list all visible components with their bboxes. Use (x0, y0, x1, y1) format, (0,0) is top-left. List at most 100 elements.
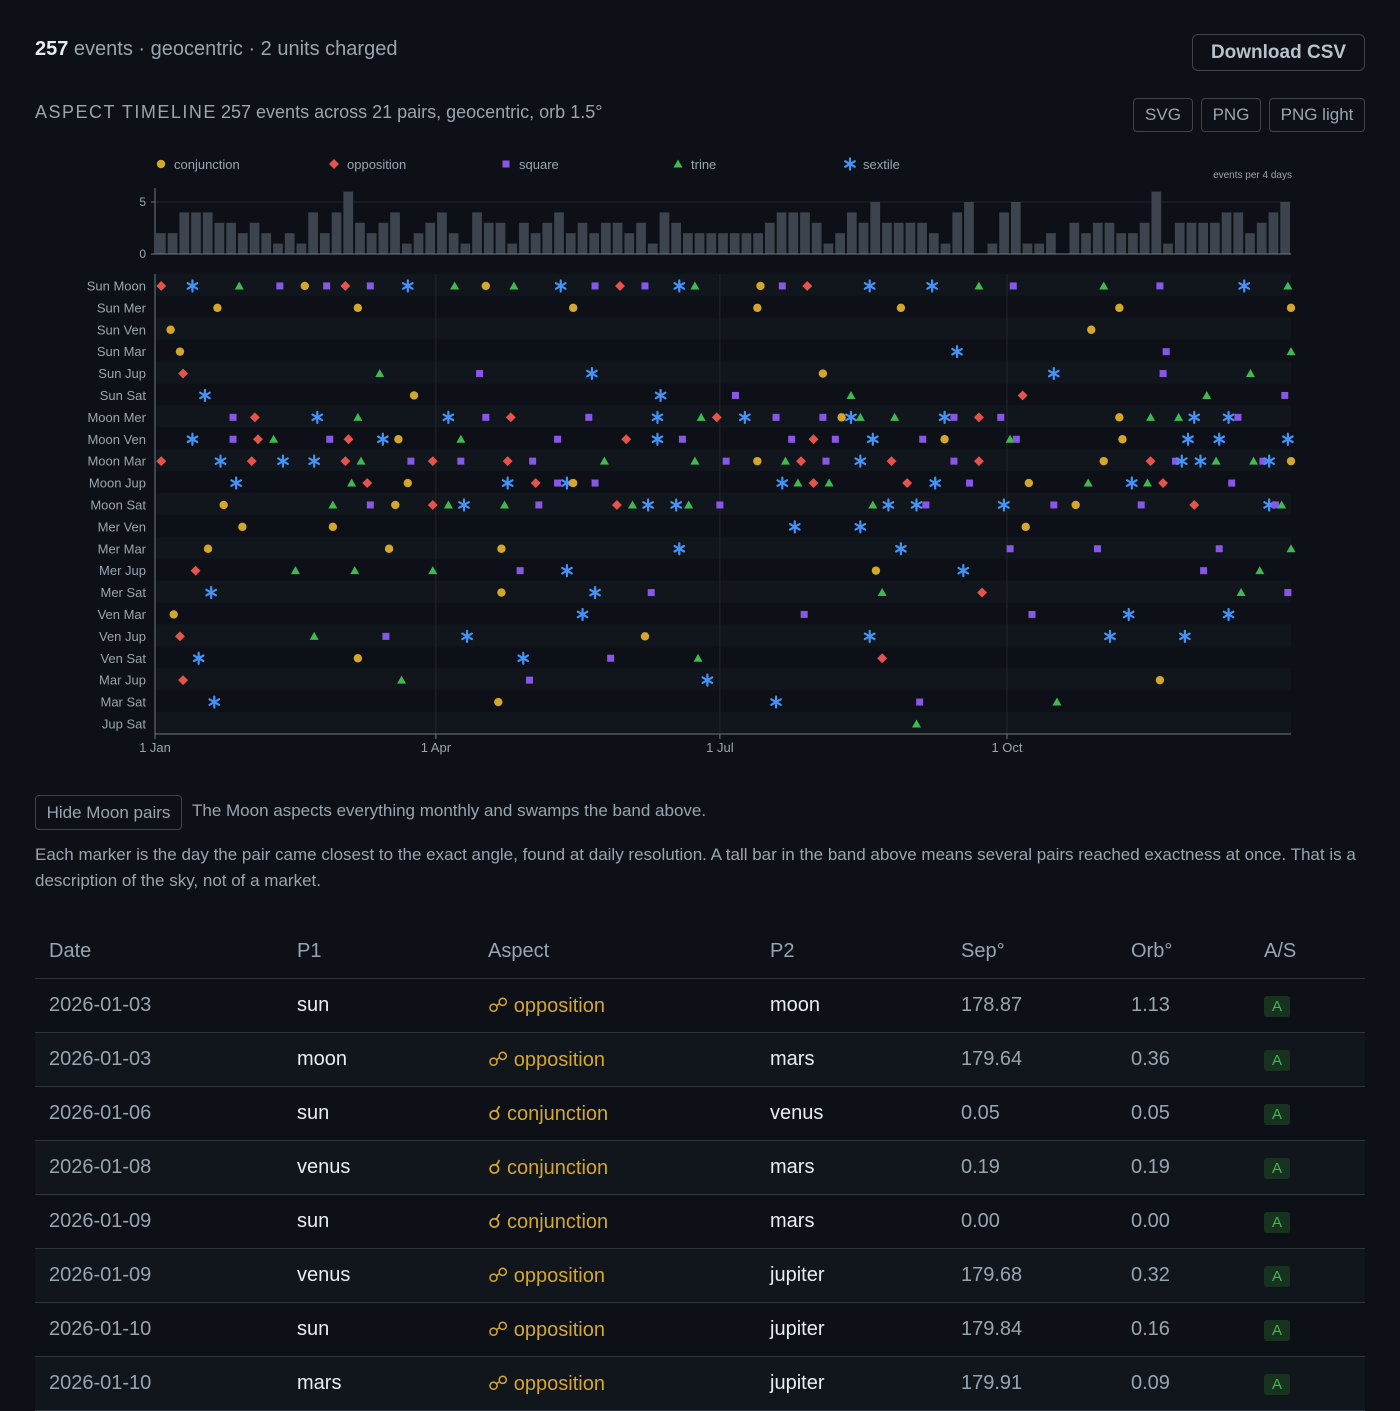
status-badge: A (1264, 1266, 1291, 1287)
event-marker-conjunction (568, 478, 578, 488)
event-marker-trine (500, 500, 510, 509)
histogram-bar (823, 243, 834, 254)
event-marker-square (778, 282, 786, 290)
event-marker-trine (1255, 566, 1265, 575)
col-p2[interactable]: P2 (756, 925, 947, 979)
cell-p1: sun (283, 1086, 474, 1141)
export-png-button[interactable]: PNG (1201, 98, 1261, 132)
event-marker-sextile (277, 454, 289, 468)
event-marker-opposition (973, 412, 984, 423)
x-tick-label: 1 Jan (139, 740, 171, 755)
event-marker-sextile (938, 410, 951, 424)
event-marker-square (526, 676, 534, 684)
histogram-bar (308, 212, 318, 254)
col-aspect[interactable]: Aspect (474, 925, 756, 979)
cell-as: A (1250, 1086, 1365, 1141)
status-badge: A (1264, 1050, 1291, 1071)
cell-orb: 0.32 (1117, 1248, 1250, 1303)
event-marker-sextile (863, 629, 876, 643)
download-csv-button[interactable]: Download CSV (1192, 34, 1365, 71)
event-marker-trine (780, 456, 790, 465)
row-label: Moon Jup (89, 476, 146, 491)
histogram-bar (1104, 222, 1115, 254)
event-marker-sextile (589, 585, 601, 600)
histogram-bar (647, 243, 658, 254)
event-marker-conjunction (896, 303, 906, 313)
histogram-bar (331, 212, 342, 254)
histogram-bar (858, 222, 869, 254)
event-marker-square (457, 457, 465, 465)
histogram-bar (1268, 212, 1279, 254)
histogram-bar (800, 212, 810, 254)
export-svg-button[interactable]: SVG (1133, 98, 1193, 132)
event-marker-opposition (502, 456, 513, 467)
event-marker-square (516, 567, 524, 575)
event-marker-trine (509, 281, 519, 290)
table-row: 2026-01-03 sun ☍ opposition moon 178.87 1.13 A (35, 978, 1365, 1033)
legend-marker-trine (673, 159, 683, 168)
histogram-bar (378, 222, 389, 254)
cell-sep: 179.84 (947, 1302, 1117, 1357)
export-png-light-button[interactable]: PNG light (1269, 98, 1365, 132)
histogram-bar (846, 212, 857, 254)
cell-orb: 0.05 (1117, 1086, 1250, 1141)
table-row: 2026-01-06 sun ☌ conjunction venus 0.05 0.05 A (35, 1086, 1365, 1141)
histogram-bar (530, 233, 541, 254)
status-badge: A (1264, 1158, 1291, 1179)
col-date[interactable]: Date (35, 925, 283, 979)
col-sep[interactable]: Sep° (947, 925, 1117, 979)
event-marker-sextile (854, 520, 867, 534)
col-p1[interactable]: P1 (283, 925, 474, 979)
histogram-bar (319, 233, 330, 254)
col-orb[interactable]: Orb° (1117, 925, 1250, 979)
status-badge: A (1264, 996, 1291, 1017)
histogram-bar (202, 212, 213, 254)
event-marker-trine (1052, 697, 1062, 706)
row-label: Mar Sat (100, 695, 146, 710)
histogram-bar (425, 222, 436, 254)
event-marker-sextile (770, 695, 782, 709)
event-marker-square (1012, 435, 1020, 443)
event-marker-sextile (1263, 454, 1276, 468)
event-marker-trine (428, 566, 438, 575)
hide-moon-pairs-button[interactable]: Hide Moon pairs (35, 795, 182, 830)
event-marker-square (591, 282, 599, 290)
event-marker-square (997, 413, 1005, 421)
event-marker-square (647, 589, 655, 597)
event-marker-opposition (977, 587, 987, 598)
event-marker-opposition (427, 456, 438, 467)
event-marker-square (229, 413, 237, 421)
row-label: Ven Sat (100, 651, 146, 666)
event-marker-sextile (1179, 629, 1191, 643)
event-marker-opposition (190, 565, 201, 576)
event-marker-opposition (1017, 390, 1028, 401)
event-marker-conjunction (1115, 303, 1124, 313)
event-marker-conjunction (1024, 478, 1034, 488)
histogram-bar (917, 222, 927, 254)
row-band (155, 668, 1291, 691)
event-marker-sextile (654, 388, 667, 403)
histogram-bar (507, 243, 518, 254)
event-marker-conjunction (409, 391, 419, 400)
table-header-row: Date P1 Aspect P2 Sep° Orb° A/S (35, 925, 1365, 979)
histogram-bar (1081, 233, 1091, 254)
event-marker-trine (1249, 456, 1259, 465)
row-label: Ven Jup (99, 629, 146, 644)
cell-date: 2026-01-03 (35, 978, 283, 1033)
histogram-bar (437, 212, 447, 254)
event-marker-opposition (802, 281, 813, 291)
event-marker-trine (234, 281, 244, 290)
event-marker-conjunction (169, 610, 178, 619)
histogram-bar (788, 212, 799, 254)
event-marker-conjunction (353, 303, 363, 313)
event-marker-trine (456, 434, 466, 443)
histogram-bar (284, 233, 295, 254)
col-as[interactable]: A/S (1250, 925, 1365, 979)
event-marker-conjunction (871, 566, 881, 575)
row-label: Moon Mar (87, 454, 146, 469)
event-marker-square (382, 632, 390, 640)
cell-orb: 0.36 (1117, 1032, 1250, 1087)
event-marker-trine (1277, 500, 1287, 509)
event-marker-conjunction (756, 281, 765, 291)
row-label: Ven Mar (98, 607, 147, 622)
